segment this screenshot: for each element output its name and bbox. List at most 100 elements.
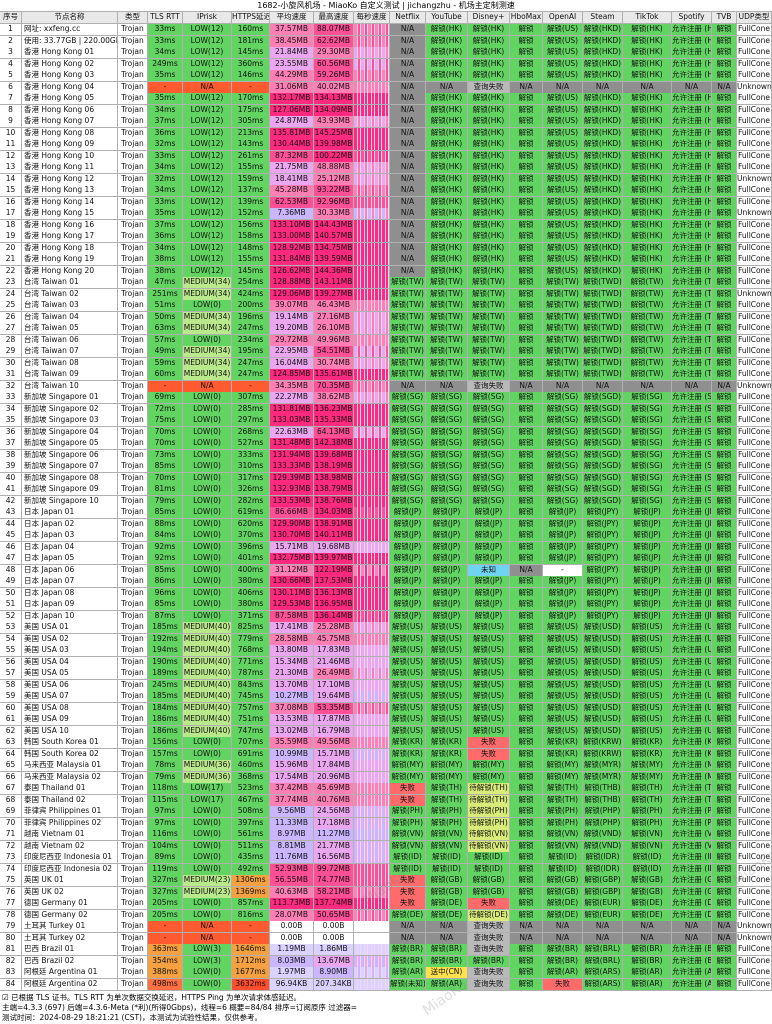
speed-sparkline — [354, 852, 390, 864]
cell: 63ms — [148, 323, 183, 335]
cell: 388ms — [148, 967, 183, 979]
cell: 175ms — [232, 104, 270, 117]
cell: FullCone — [737, 334, 772, 347]
cell: 解锁(HK) — [623, 58, 672, 71]
cell: 245ms — [148, 679, 183, 692]
speed-sparkline — [354, 346, 390, 358]
cell: 解锁(MYR) — [583, 771, 623, 784]
cell: 允许注册 (US) — [672, 622, 712, 634]
cell: 解锁(TW) — [623, 323, 672, 335]
speed-sparkline — [354, 415, 390, 427]
cell: 79ms — [148, 495, 183, 508]
cell: FullCone — [737, 852, 772, 864]
cell: 138.76MB — [314, 495, 354, 508]
cell: 解锁(VN) — [623, 840, 672, 853]
cell: 香港 Hong Kong 07 — [22, 116, 118, 128]
cell: 84 — [0, 978, 22, 991]
cell: 15.71MB — [314, 748, 354, 761]
speed-sparkline — [354, 196, 390, 209]
cell: 33 — [0, 392, 22, 404]
cell: N/A — [390, 254, 426, 266]
cell: 96.94KB — [270, 978, 314, 991]
cell: 解锁(MY) — [543, 760, 583, 772]
cell: 失败 — [390, 875, 426, 887]
cell: Trojan — [118, 93, 148, 105]
cell: 38.45MB — [270, 35, 314, 48]
speed-sparkline — [354, 541, 390, 554]
speed-sparkline — [354, 173, 390, 186]
column-header: TVB — [712, 12, 737, 24]
cell: 解锁(AR) — [543, 967, 583, 979]
cell: 解锁(SG) — [543, 415, 583, 427]
speed-sparkline — [354, 58, 390, 71]
cell: 30.33MB — [314, 208, 354, 220]
cell: LOW(12) — [183, 139, 232, 151]
cell: 允许注册 (US) — [672, 725, 712, 738]
cell: N/A — [623, 921, 672, 933]
cell: FullCone — [737, 909, 772, 922]
cell: 允许注册 (HK) — [672, 254, 712, 266]
cell: 台湾 Taiwan 09 — [22, 369, 118, 381]
cell: LOW(12) — [183, 265, 232, 278]
cell: 185ms — [148, 691, 183, 703]
cell: FullCone — [737, 725, 772, 738]
cell: 解锁(TW) — [426, 300, 468, 312]
cell: 34.35MB — [270, 380, 314, 393]
cell: 35 — [0, 415, 22, 427]
cell: N/A — [390, 70, 426, 82]
cell: 解锁(TW) — [390, 300, 426, 312]
cell: FullCone — [737, 518, 772, 531]
cell: 解锁(ARS) — [583, 978, 623, 991]
cell: 解锁(BR) — [623, 944, 672, 956]
speed-sparkline — [354, 461, 390, 473]
cell: 解锁(JP) — [390, 587, 426, 600]
cell: LOW(0) — [183, 748, 232, 761]
cell: 送中(CN) — [426, 967, 468, 979]
cell: Trojan — [118, 944, 148, 956]
cell: Trojan — [118, 530, 148, 542]
cell: 解锁(TH) — [543, 794, 583, 807]
cell: 63 — [0, 737, 22, 749]
cell: 解锁 — [510, 863, 543, 876]
cell: 解锁(BR) — [390, 955, 426, 968]
cell: Trojan — [118, 139, 148, 151]
cell: 31.06MB — [270, 81, 314, 94]
cell: 解锁(HKD) — [583, 47, 623, 59]
cell: FullCone — [737, 392, 772, 404]
cell: 解锁 — [712, 622, 737, 634]
cell: 解锁(SG) — [543, 426, 583, 439]
cell: 待解锁(PH) — [468, 806, 510, 818]
cell: 解锁 — [712, 564, 737, 577]
cell: 解锁(US) — [426, 668, 468, 680]
cell: 解锁(JP) — [390, 564, 426, 577]
speed-sparkline — [354, 944, 390, 956]
cell: 允许注册 (SG) — [672, 484, 712, 496]
cell: 127.06MB — [270, 104, 314, 117]
cell: 解锁(TWD) — [583, 357, 623, 370]
cell: 619ms — [232, 507, 270, 519]
cell: - — [232, 81, 270, 94]
cell: 37ms — [148, 219, 183, 232]
cell: 解锁(HK) — [426, 173, 468, 186]
cell: 解锁(US) — [543, 150, 583, 163]
speed-sparkline — [354, 484, 390, 496]
cell: 允许注册 (JP) — [672, 587, 712, 600]
cell: 130.70MB — [270, 530, 314, 542]
cell: 307ms — [232, 392, 270, 404]
cell: 韩国 South Korea 02 — [22, 748, 118, 761]
column-header: HboMax — [510, 12, 543, 24]
cell: 81ms — [148, 484, 183, 496]
cell: 解锁 — [510, 461, 543, 473]
cell: FullCone — [737, 840, 772, 853]
cell: 解锁(US) — [623, 679, 672, 692]
cell: 解锁(HK) — [426, 47, 468, 59]
cell: 解锁(KR) — [543, 737, 583, 749]
cell: 解锁(SG) — [543, 461, 583, 473]
cell: Trojan — [118, 461, 148, 473]
cell: 解锁 — [510, 116, 543, 128]
cell: 解锁 — [712, 955, 737, 968]
cell: - — [148, 921, 183, 933]
cell: 解锁(TWD) — [583, 369, 623, 381]
cell: 解锁(SG) — [623, 403, 672, 416]
cell: 解锁(IDR) — [583, 863, 623, 876]
